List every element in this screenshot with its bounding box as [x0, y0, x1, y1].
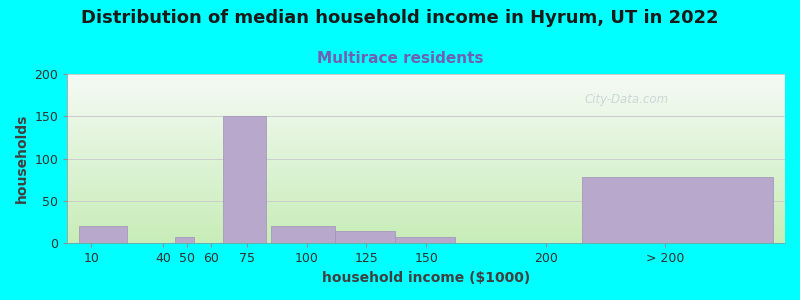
Y-axis label: households: households [15, 114, 29, 203]
Bar [223, 116, 266, 243]
Text: Distribution of median household income in Hyrum, UT in 2022: Distribution of median household income … [81, 9, 719, 27]
Bar [395, 237, 455, 243]
Text: City-Data.com: City-Data.com [584, 93, 668, 106]
Bar [175, 237, 194, 243]
Text: Multirace residents: Multirace residents [317, 51, 483, 66]
Bar [582, 177, 773, 243]
Bar [335, 231, 395, 243]
Bar [79, 226, 127, 243]
X-axis label: household income ($1000): household income ($1000) [322, 271, 530, 285]
Bar [270, 226, 335, 243]
